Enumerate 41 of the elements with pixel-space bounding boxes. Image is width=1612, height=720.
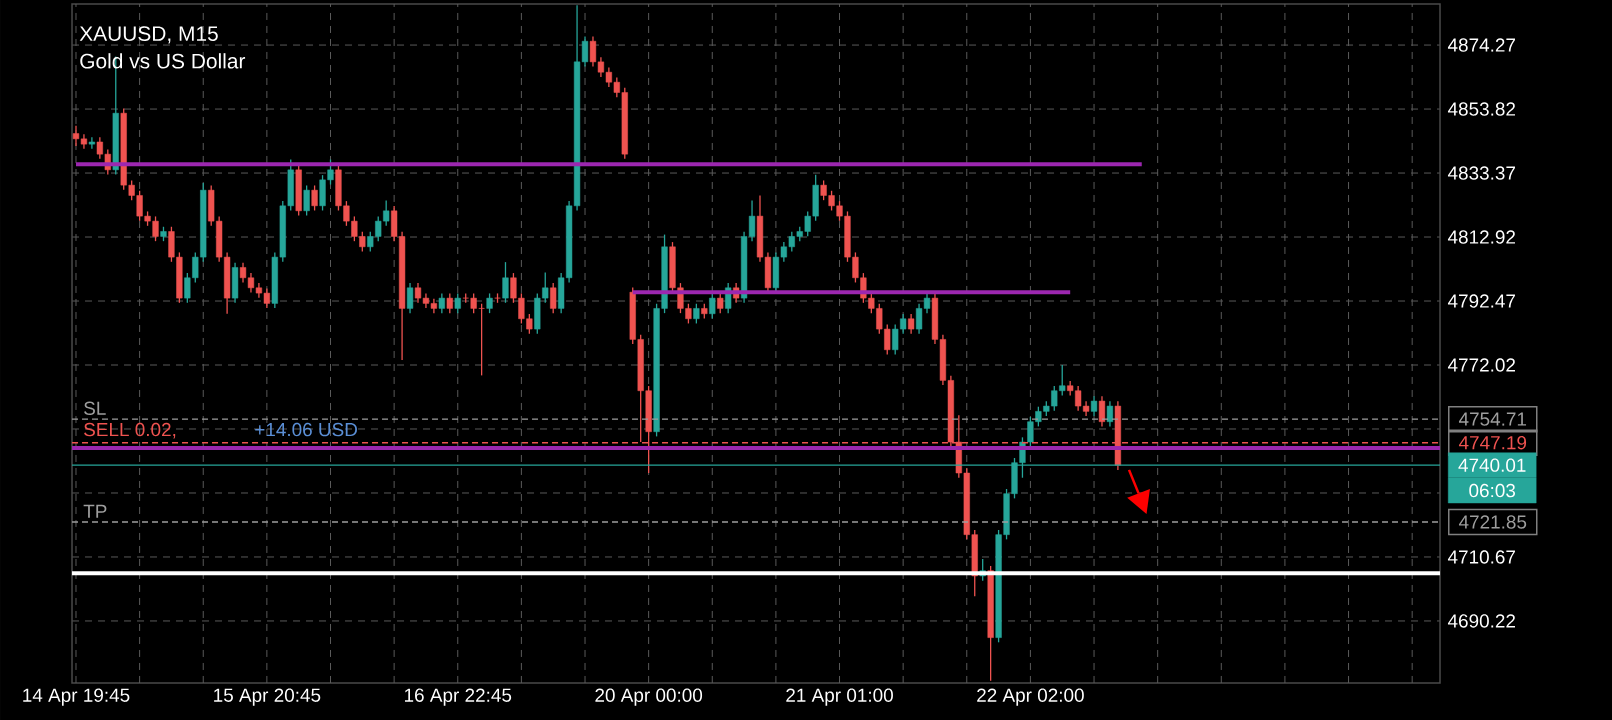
text: 4747.19: [1458, 436, 1527, 450]
text: 4740.01: [1458, 458, 1526, 472]
y-tick-label: 4874.27: [1447, 38, 1515, 52]
y-tick-label: 4812.92: [1447, 230, 1515, 244]
text: XAUUSD, M15: [79, 26, 218, 44]
candlestick: [693, 303, 700, 325]
x-tick-label: 16 Apr 22:45: [405, 688, 512, 706]
candlestick: [502, 261, 509, 304]
ref-line-label: TP: [83, 504, 107, 518]
y-tick-label: 4772.02: [1447, 358, 1515, 372]
x-tick-label: 14 Apr 19:45: [23, 688, 130, 706]
text: 4721.85: [1458, 515, 1527, 529]
candlestick: [88, 136, 96, 150]
candlestick: [709, 292, 716, 320]
y-tick-label: 4853.82: [1447, 102, 1515, 116]
candlestick: [1098, 395, 1106, 428]
candlestick: [1106, 400, 1114, 428]
annotation: +14.06 USD: [255, 422, 357, 437]
y-tick-label: 4710.67: [1447, 550, 1515, 564]
candlestick: [446, 292, 453, 314]
y-tick-label: 4833.37: [1447, 166, 1515, 180]
ref-line-label: SELL 0.02,: [84, 422, 176, 439]
ref-line-label: SL: [84, 401, 106, 415]
candlestick: [486, 292, 493, 314]
candlestick: [907, 313, 915, 335]
candlestick: [717, 292, 724, 314]
x-tick-label: 20 Apr 00:00: [595, 688, 703, 706]
text: 06:03: [1469, 483, 1516, 498]
candlestick: [550, 282, 557, 314]
candlestick: [438, 292, 445, 314]
y-tick-label: 4690.22: [1447, 614, 1515, 628]
candlestick: [311, 184, 318, 212]
text: 4754.71: [1458, 412, 1527, 426]
candlestick: [406, 282, 414, 314]
candlestick: [1090, 395, 1098, 417]
candlestick: [454, 292, 461, 314]
x-tick-label: 21 Apr 01:00: [786, 688, 893, 706]
x-tick-label: 22 Apr 02:00: [977, 688, 1084, 706]
x-tick-label: 15 Apr 20:45: [214, 688, 321, 706]
y-tick-label: 4792.47: [1447, 294, 1515, 308]
candlestick: [303, 184, 310, 217]
